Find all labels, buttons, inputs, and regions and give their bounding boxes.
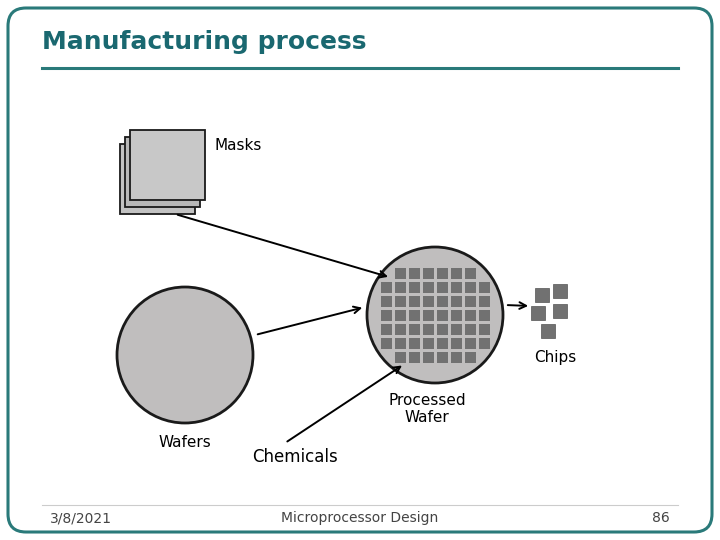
Bar <box>125 137 200 207</box>
Bar <box>395 338 405 348</box>
Bar <box>120 144 195 214</box>
Bar <box>423 267 433 279</box>
Bar <box>464 267 475 279</box>
Bar <box>408 352 420 362</box>
Circle shape <box>117 287 253 423</box>
Bar <box>395 352 405 362</box>
Bar <box>380 323 392 334</box>
Text: Processed
Wafer: Processed Wafer <box>388 393 466 426</box>
Bar <box>451 295 462 307</box>
Bar <box>451 323 462 334</box>
Text: Wafers: Wafers <box>158 435 212 450</box>
Bar <box>553 284 567 298</box>
Bar <box>541 324 555 338</box>
Text: Chips: Chips <box>534 350 576 365</box>
Bar <box>451 267 462 279</box>
Bar <box>408 323 420 334</box>
Bar <box>436 281 448 293</box>
Bar <box>451 352 462 362</box>
Bar <box>479 338 490 348</box>
Text: Chemicals: Chemicals <box>252 448 338 466</box>
Bar <box>451 309 462 321</box>
Bar <box>479 309 490 321</box>
Bar <box>531 306 545 320</box>
Bar <box>408 281 420 293</box>
Bar <box>423 309 433 321</box>
Bar <box>130 130 205 200</box>
Bar <box>464 352 475 362</box>
Bar <box>436 295 448 307</box>
Bar <box>380 309 392 321</box>
Text: Microprocessor Design: Microprocessor Design <box>282 511 438 525</box>
Bar <box>423 338 433 348</box>
Bar <box>451 338 462 348</box>
Bar <box>423 295 433 307</box>
Bar <box>436 338 448 348</box>
Bar <box>423 352 433 362</box>
Bar <box>395 295 405 307</box>
Text: Manufacturing process: Manufacturing process <box>42 30 366 54</box>
Bar <box>380 281 392 293</box>
Bar <box>451 281 462 293</box>
Bar <box>464 323 475 334</box>
Text: 3/8/2021: 3/8/2021 <box>50 511 112 525</box>
Text: 86: 86 <box>652 511 670 525</box>
Bar <box>395 309 405 321</box>
FancyBboxPatch shape <box>8 8 712 532</box>
Bar <box>380 295 392 307</box>
Bar <box>479 323 490 334</box>
Bar <box>408 295 420 307</box>
Bar <box>479 295 490 307</box>
Bar <box>380 338 392 348</box>
Bar <box>436 352 448 362</box>
Circle shape <box>367 247 503 383</box>
Bar <box>395 323 405 334</box>
Bar <box>464 295 475 307</box>
Bar <box>464 338 475 348</box>
Bar <box>535 288 549 302</box>
Bar <box>436 267 448 279</box>
Bar <box>436 309 448 321</box>
Bar <box>408 309 420 321</box>
Bar <box>408 267 420 279</box>
Bar <box>479 281 490 293</box>
Bar <box>436 323 448 334</box>
Bar <box>408 338 420 348</box>
Text: Masks: Masks <box>215 138 262 153</box>
Bar <box>464 281 475 293</box>
Bar <box>395 267 405 279</box>
Bar <box>553 304 567 318</box>
Bar <box>423 281 433 293</box>
Bar <box>423 323 433 334</box>
Bar <box>464 309 475 321</box>
Bar <box>395 281 405 293</box>
